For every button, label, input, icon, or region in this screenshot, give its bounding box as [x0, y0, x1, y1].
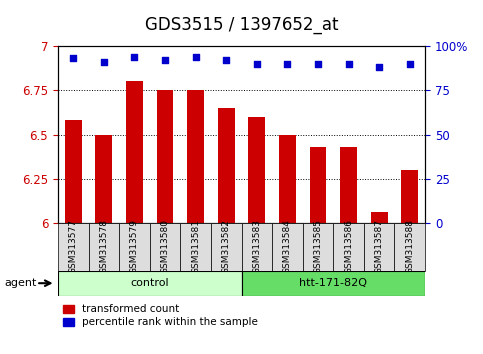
Point	[406, 61, 413, 67]
Text: GSM313578: GSM313578	[99, 219, 108, 274]
Text: htt-171-82Q: htt-171-82Q	[299, 278, 367, 288]
Bar	[187, 90, 204, 223]
Text: GSM313582: GSM313582	[222, 219, 231, 274]
Point	[253, 61, 261, 67]
Text: GSM313577: GSM313577	[69, 219, 78, 274]
Point	[161, 57, 169, 63]
FancyBboxPatch shape	[272, 223, 303, 271]
FancyBboxPatch shape	[211, 223, 242, 271]
Point	[345, 61, 353, 67]
FancyBboxPatch shape	[364, 223, 395, 271]
Bar	[96, 135, 112, 223]
Point	[284, 61, 291, 67]
Bar	[371, 212, 387, 223]
Text: GSM313580: GSM313580	[160, 219, 170, 274]
Text: GSM313583: GSM313583	[252, 219, 261, 274]
FancyBboxPatch shape	[150, 223, 180, 271]
Bar	[218, 108, 235, 223]
Point	[375, 64, 383, 70]
Bar	[156, 90, 173, 223]
Text: GSM313588: GSM313588	[405, 219, 414, 274]
FancyBboxPatch shape	[395, 223, 425, 271]
Text: GSM313587: GSM313587	[375, 219, 384, 274]
Point	[222, 57, 230, 63]
Bar	[248, 117, 265, 223]
Text: GSM313581: GSM313581	[191, 219, 200, 274]
FancyBboxPatch shape	[58, 223, 88, 271]
Bar	[126, 81, 143, 223]
Point	[314, 61, 322, 67]
FancyBboxPatch shape	[333, 223, 364, 271]
FancyBboxPatch shape	[242, 271, 425, 296]
Point	[130, 54, 138, 59]
Text: control: control	[130, 278, 169, 288]
FancyBboxPatch shape	[58, 271, 242, 296]
Text: GSM313579: GSM313579	[130, 219, 139, 274]
Legend: transformed count, percentile rank within the sample: transformed count, percentile rank withi…	[63, 304, 258, 327]
Point	[192, 54, 199, 59]
Text: GSM313584: GSM313584	[283, 219, 292, 274]
Bar	[65, 120, 82, 223]
Bar	[310, 147, 327, 223]
Text: GSM313586: GSM313586	[344, 219, 353, 274]
FancyBboxPatch shape	[180, 223, 211, 271]
Text: agent: agent	[5, 278, 37, 288]
Point	[70, 56, 77, 61]
Text: GSM313585: GSM313585	[313, 219, 323, 274]
FancyBboxPatch shape	[242, 223, 272, 271]
Bar	[401, 170, 418, 223]
Text: GDS3515 / 1397652_at: GDS3515 / 1397652_at	[145, 16, 338, 34]
FancyBboxPatch shape	[303, 223, 333, 271]
Bar	[340, 147, 357, 223]
FancyBboxPatch shape	[88, 223, 119, 271]
Point	[100, 59, 108, 65]
Bar	[279, 135, 296, 223]
FancyBboxPatch shape	[119, 223, 150, 271]
